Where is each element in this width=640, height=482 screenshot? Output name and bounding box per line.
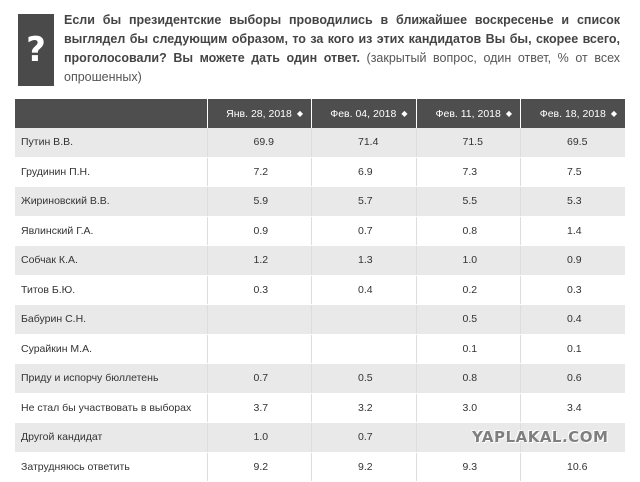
poll-value-cell: 69.9: [206, 128, 312, 158]
table-header-row: Янв. 28, 2018 ◆ Фев. 04, 2018 ◆ Фев. 11, 201…: [15, 99, 625, 128]
table-row: Собчак К.А. 1.2 1.3 1.0 0.9: [15, 245, 625, 276]
sort-updown-icon[interactable]: ◆: [610, 109, 617, 119]
table-row: Явлинский Г.А. 0.9 0.7 0.8 1.4: [15, 216, 625, 246]
question-text: Если бы президентские выборы проводились…: [64, 11, 620, 87]
candidate-name: Титов Б.Ю.: [15, 275, 207, 305]
poll-value-cell: [311, 334, 416, 364]
poll-value-cell: 3.2: [311, 393, 416, 423]
poll-value-cell: 1.3: [311, 245, 416, 276]
poll-value-cell: 7.3: [415, 157, 521, 187]
candidate-name: Не стал бы участвовать в выборах: [15, 393, 207, 423]
poll-value-cell: 1.0: [206, 422, 312, 453]
column-header-label: Фев. 04, 2018: [330, 107, 397, 120]
poll-value-cell: 7.2: [206, 157, 312, 187]
poll-value-cell: 0.3: [520, 275, 625, 305]
candidate-name: Приду и испорчу бюллетень: [15, 363, 207, 394]
column-header-label: Фев. 18, 2018: [539, 107, 606, 120]
poll-value-cell: 3.4: [520, 393, 625, 423]
poll-value-cell: 0.1: [520, 334, 625, 364]
poll-value-cell: 5.5: [415, 186, 521, 217]
poll-value-cell: [311, 304, 416, 335]
poll-value-cell: 0.4: [311, 275, 416, 305]
question-note: (закрытый вопрос, один ответ, % от всех …: [64, 51, 620, 84]
candidate-name: Собчак К.А.: [15, 245, 207, 276]
column-header-label: Янв. 28, 2018: [226, 107, 292, 120]
poll-value-cell: 0.9: [206, 216, 312, 246]
poll-value-cell: 0.9: [520, 245, 625, 276]
column-header-date-3[interactable]: Фев. 11, 2018 ◆: [415, 99, 521, 128]
poll-value-cell: [415, 422, 521, 453]
table-row: Приду и испорчу бюллетень 0.7 0.5 0.8 0.6: [15, 363, 625, 394]
poll-value-cell: 71.4: [311, 128, 416, 158]
poll-value-cell: 5.3: [520, 186, 625, 217]
candidate-name: Явлинский Г.А.: [15, 216, 207, 246]
table-row: Затрудняюсь ответить 9.2 9.2 9.3 10.6: [15, 452, 625, 482]
poll-value-cell: 0.8: [415, 363, 521, 394]
poll-value-cell: 69.5: [520, 128, 625, 158]
poll-results-table: Янв. 28, 2018 ◆ Фев. 04, 2018 ◆ Фев. 11, 201…: [15, 99, 625, 482]
candidate-name: Бабурин С.Н.: [15, 304, 207, 335]
table-row: Титов Б.Ю. 0.3 0.4 0.2 0.3: [15, 275, 625, 305]
poll-value-cell: 9.3: [415, 452, 521, 482]
poll-value-cell: 5.9: [206, 186, 312, 217]
poll-value-cell: 1.0: [415, 245, 521, 276]
candidate-name: Затрудняюсь ответить: [15, 452, 207, 482]
table-row: Путин В.В. 69.9 71.4 71.5 69.5: [15, 128, 625, 158]
candidate-name: Путин В.В.: [15, 128, 207, 158]
table-row: Грудинин П.Н. 7.2 6.9 7.3 7.5: [15, 157, 625, 187]
poll-value-cell: [520, 422, 625, 453]
poll-value-cell: 9.2: [206, 452, 312, 482]
candidate-name: Другой кандидат: [15, 422, 207, 453]
question-main: Если бы президентские выборы проводились…: [64, 13, 620, 65]
candidate-name: Грудинин П.Н.: [15, 157, 207, 187]
sort-updown-icon[interactable]: ◆: [505, 109, 512, 119]
table-row: Сурайкин М.А. 0.1 0.1: [15, 334, 625, 364]
poll-value-cell: 6.9: [311, 157, 416, 187]
poll-value-cell: 0.7: [206, 363, 312, 394]
poll-value-cell: 10.6: [520, 452, 625, 482]
poll-value-cell: 0.5: [311, 363, 416, 394]
poll-value-cell: 9.2: [311, 452, 416, 482]
poll-value-cell: 1.2: [206, 245, 312, 276]
column-header-date-2[interactable]: Фев. 04, 2018 ◆: [311, 99, 416, 128]
poll-value-cell: 0.5: [415, 304, 521, 335]
candidate-name: Жириновский В.В.: [15, 186, 207, 217]
poll-value-cell: 0.6: [520, 363, 625, 394]
poll-value-cell: 7.5: [520, 157, 625, 187]
poll-value-cell: 0.3: [206, 275, 312, 305]
poll-value-cell: [206, 304, 312, 335]
column-header-label: Фев. 11, 2018: [435, 107, 501, 120]
column-header-name: [15, 99, 207, 128]
poll-value-cell: 0.7: [311, 422, 416, 453]
table-body: Путин В.В. 69.9 71.4 71.5 69.5 Грудинин П.Н. 7…: [15, 128, 625, 482]
poll-value-cell: 5.7: [311, 186, 416, 217]
poll-value-cell: 0.2: [415, 275, 521, 305]
table-row: Другой кандидат 1.0 0.7: [15, 422, 625, 453]
poll-value-cell: 1.4: [520, 216, 625, 246]
poll-value-cell: 0.4: [520, 304, 625, 335]
poll-value-cell: [206, 334, 312, 364]
poll-value-cell: 0.1: [415, 334, 521, 364]
table-row: Жириновский В.В. 5.9 5.7 5.5 5.3: [15, 186, 625, 217]
table-row: Не стал бы участвовать в выборах 3.7 3.2 3.…: [15, 393, 625, 423]
poll-value-cell: 71.5: [415, 128, 521, 158]
table-row: Бабурин С.Н. 0.5 0.4: [15, 304, 625, 335]
sort-updown-icon[interactable]: ◆: [296, 109, 303, 119]
sort-updown-icon[interactable]: ◆: [401, 109, 408, 119]
site-watermark: YAPLAKAL.COM: [472, 428, 609, 446]
candidate-name: Сурайкин М.А.: [15, 334, 207, 364]
poll-value-cell: 0.8: [415, 216, 521, 246]
poll-value-cell: 0.7: [311, 216, 416, 246]
poll-value-cell: 3.0: [415, 393, 521, 423]
poll-value-cell: 3.7: [206, 393, 312, 423]
column-header-date-1[interactable]: Янв. 28, 2018 ◆: [206, 99, 312, 128]
column-header-date-4[interactable]: Фев. 18, 2018 ◆: [520, 99, 625, 128]
question-mark-icon: ?: [18, 14, 54, 86]
